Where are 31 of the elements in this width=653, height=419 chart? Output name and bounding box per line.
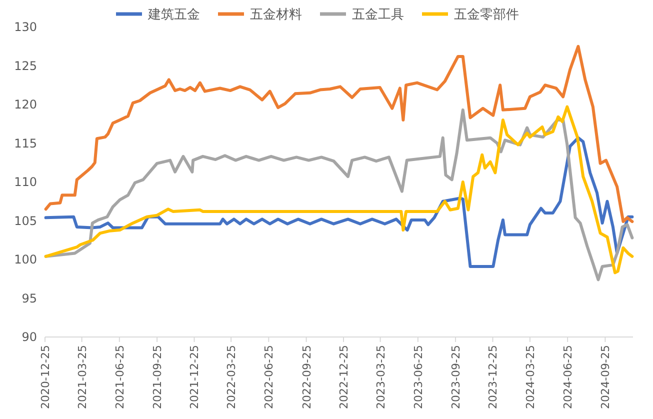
x-tick-label: 2022-09-25 [300,345,314,409]
x-tick-label: 2022-03-25 [225,345,238,409]
x-tick-label: 2023-12-25 [486,345,500,409]
legend-label: 建筑五金 [147,8,200,22]
x-tick-label: 2022-06-25 [262,345,276,409]
x-tick-label: 2021-09-25 [151,345,164,409]
x-tick-label: 2024-03-25 [524,345,537,409]
x-tick-label: 2021-06-25 [113,345,126,409]
y-tick-label: 105 [14,214,37,228]
y-tick-label: 95 [22,291,37,306]
y-tick-label: 100 [14,252,37,266]
legend-label: 五金工具 [352,8,404,22]
x-tick-label: 2023-06-25 [412,345,425,409]
x-tick-label: 2020-12-25 [39,345,52,409]
y-tick-label: 120 [14,98,37,112]
x-tick-label: 2021-12-25 [188,345,202,409]
line-series [44,44,634,224]
y-tick-label: 110 [14,175,37,189]
y-tick-label: 90 [22,330,37,344]
x-tick-label: 2023-09-25 [450,345,463,409]
y-tick-label: 115 [14,136,37,150]
x-tick-label: 2021-03-25 [76,345,89,409]
y-tick-label: 130 [14,20,37,34]
line-series [44,136,634,268]
x-tick-label: 2024-06-25 [562,345,575,409]
legend-label: 五金材料 [250,8,302,22]
legend-label: 五金零部件 [454,8,519,22]
x-tick-label: 2023-03-25 [374,345,388,409]
y-tick-label: 125 [14,58,37,73]
x-tick-label: 2022-12-25 [338,345,350,409]
x-tick-label: 2024-09-25 [599,345,612,409]
